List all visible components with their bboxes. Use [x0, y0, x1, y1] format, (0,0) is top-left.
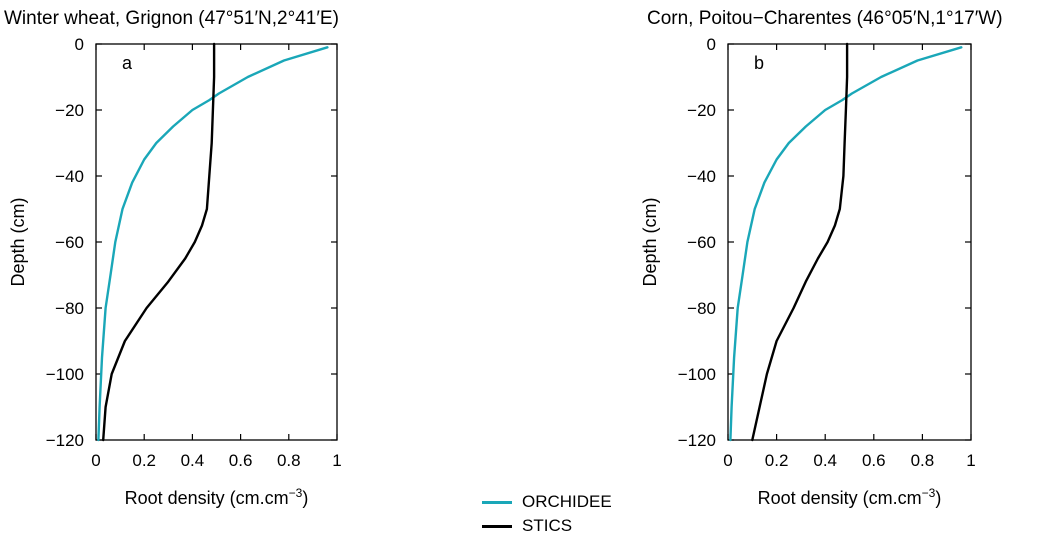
y-tick-label: −20 — [55, 101, 84, 120]
legend-label: ORCHIDEE — [522, 492, 612, 511]
plot-frame — [95, 43, 338, 441]
y-tick-label: −80 — [55, 299, 84, 318]
x-axis-label-sup: −3 — [289, 486, 303, 500]
y-tick-label: −40 — [687, 167, 716, 186]
legend-swatch — [482, 500, 512, 504]
x-axis-label-text: Root density (cm.cm — [758, 488, 922, 508]
legend-swatch — [482, 524, 512, 528]
x-tick-label: 0.4 — [813, 451, 837, 470]
series-line-stics — [102, 42, 216, 442]
chart-title: Winter wheat, Grignon (47°51′N,2°41′E) — [4, 8, 339, 29]
series-line-orchidee — [97, 46, 329, 442]
x-tick-label: 0 — [723, 451, 732, 470]
series-line-orchidee — [729, 46, 963, 442]
y-axis-label: Depth (cm) — [640, 197, 660, 286]
y-tick-label: 0 — [707, 35, 716, 54]
x-tick-label: 1 — [966, 451, 975, 470]
x-axis-label-close: ) — [302, 488, 308, 508]
y-tick-label: −20 — [687, 101, 716, 120]
panel-label: b — [754, 53, 764, 73]
legend: ORCHIDEE STICS — [482, 490, 612, 538]
series-line-stics — [751, 42, 849, 442]
x-tick-label: 0.6 — [862, 451, 886, 470]
chart-b-svg: 0 0.2 0.4 0.6 0.8 1 0 −20 −40 −60 −80 −100 −120 b Dept… — [640, 35, 976, 508]
y-tick-label: −100 — [46, 365, 84, 384]
y-tick-label: −120 — [46, 431, 84, 450]
x-axis-label: Root density (cm.cm−3) — [758, 486, 942, 508]
chart-a-svg: 0 0.2 0.4 0.6 0.8 1 0 −20 −40 −60 −80 −100 −120 a Dept… — [8, 35, 342, 508]
x-tick-label: 1 — [332, 451, 341, 470]
y-tick-label: −60 — [55, 233, 84, 252]
chart-panel-a: Winter wheat, Grignon (47°51′N,2°41′E) 0… — [0, 0, 520, 536]
chart-panel-b: Corn, Poitou−Charentes (46°05′N,1°17′W) … — [625, 0, 1057, 536]
panel-label: a — [122, 53, 133, 73]
x-axis-label-close: ) — [935, 488, 941, 508]
y-tick-label: −60 — [687, 233, 716, 252]
x-axis-label-sup: −3 — [922, 486, 936, 500]
x-tick-label: 0.4 — [181, 451, 205, 470]
y-axis-label: Depth (cm) — [8, 197, 28, 286]
legend-label: STICS — [522, 516, 573, 535]
x-tick-label: 0 — [91, 451, 100, 470]
y-tick-label: −120 — [678, 431, 716, 450]
y-tick-label: −100 — [678, 365, 716, 384]
x-tick-label: 0.2 — [132, 451, 156, 470]
y-tick-label: −80 — [687, 299, 716, 318]
y-tick-label: 0 — [75, 35, 84, 54]
legend-item-stics: STICS — [482, 514, 612, 538]
x-axis-label: Root density (cm.cm−3) — [125, 486, 309, 508]
x-tick-label: 0.8 — [911, 451, 935, 470]
x-tick-label: 0.6 — [229, 451, 253, 470]
chart-title: Corn, Poitou−Charentes (46°05′N,1°17′W) — [647, 8, 1003, 29]
x-axis-label-text: Root density (cm.cm — [125, 488, 289, 508]
y-tick-label: −40 — [55, 167, 84, 186]
x-tick-label: 0.8 — [277, 451, 301, 470]
x-tick-label: 0.2 — [765, 451, 789, 470]
legend-item-orchidee: ORCHIDEE — [482, 490, 612, 514]
